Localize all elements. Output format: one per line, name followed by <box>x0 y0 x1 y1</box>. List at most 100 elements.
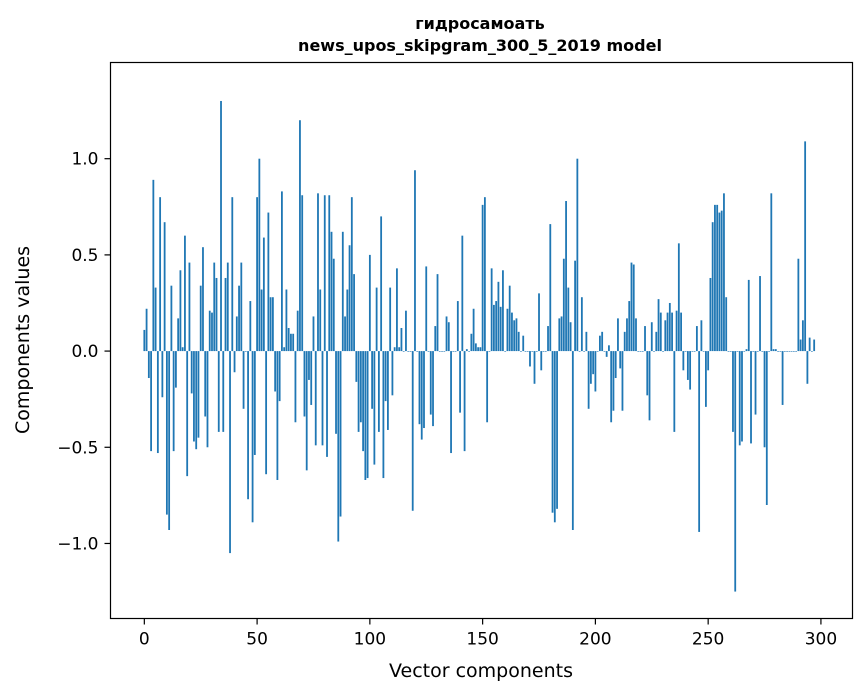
bar <box>707 351 710 371</box>
bar <box>159 197 162 352</box>
bar <box>184 235 186 352</box>
bar <box>659 312 662 352</box>
bar <box>278 351 281 402</box>
bar <box>718 212 721 352</box>
bar <box>396 268 398 352</box>
bar <box>705 351 707 407</box>
bar <box>565 201 567 352</box>
bar <box>580 297 583 352</box>
bar <box>179 270 182 352</box>
bar <box>768 351 770 352</box>
bar <box>612 351 615 411</box>
bar <box>350 197 353 352</box>
bar <box>792 351 795 352</box>
bar <box>531 351 534 352</box>
bar <box>301 195 304 352</box>
bar <box>384 351 387 402</box>
bar <box>398 347 401 352</box>
bar <box>459 351 461 413</box>
bar <box>445 316 448 352</box>
bar <box>438 351 441 352</box>
bar <box>497 281 500 352</box>
bar <box>222 351 225 432</box>
bar <box>574 260 576 352</box>
bar <box>488 351 491 352</box>
bar <box>235 316 238 352</box>
bar <box>262 237 265 352</box>
bar <box>377 351 380 432</box>
bar <box>447 322 450 352</box>
bar <box>486 351 489 423</box>
bar <box>330 231 333 352</box>
bar <box>213 262 216 352</box>
y-axis-ticks: −1.0 −0.5 0.0 0.5 1.0 <box>57 150 111 554</box>
bar <box>540 351 543 371</box>
bar <box>206 351 209 448</box>
bar <box>756 351 759 352</box>
bar <box>813 339 816 352</box>
bar <box>529 351 531 367</box>
bar <box>515 318 518 352</box>
bar <box>779 351 782 352</box>
bar <box>407 351 410 352</box>
bar <box>156 351 159 454</box>
bar <box>727 351 730 352</box>
bar <box>348 245 351 352</box>
bar <box>296 310 299 352</box>
bar <box>556 351 558 509</box>
y-tick-label: 1.0 <box>71 150 98 170</box>
bar <box>323 195 326 352</box>
bar <box>357 351 360 432</box>
bar <box>648 351 651 421</box>
bar <box>258 158 261 352</box>
bar <box>359 351 362 423</box>
bar <box>362 351 364 452</box>
bar <box>811 351 813 352</box>
bar <box>702 351 705 352</box>
bar <box>750 351 752 444</box>
bar <box>175 351 177 388</box>
bar <box>741 351 743 442</box>
bar <box>479 347 482 352</box>
bar <box>389 287 392 352</box>
bar <box>145 308 148 352</box>
bar <box>271 297 274 352</box>
bar <box>418 351 421 425</box>
bar <box>774 349 777 352</box>
bar <box>432 351 434 427</box>
bar <box>402 351 405 352</box>
bar <box>195 351 198 450</box>
bar <box>576 158 579 352</box>
bar <box>759 276 761 352</box>
bar <box>470 333 473 352</box>
bar <box>520 351 522 352</box>
bar <box>684 351 687 352</box>
bar <box>799 339 802 352</box>
bar <box>605 351 608 357</box>
bar <box>344 316 346 352</box>
bar <box>217 351 220 432</box>
bar <box>285 289 288 352</box>
bar <box>229 351 231 554</box>
bar <box>186 351 189 477</box>
bar <box>287 327 290 352</box>
bar <box>551 351 554 513</box>
chart-subtitle: news_upos_skipgram_300_5_2019 model <box>298 36 662 55</box>
bar <box>677 243 680 352</box>
bar <box>226 262 229 352</box>
bar <box>644 326 646 352</box>
bar <box>596 351 599 352</box>
bar <box>319 289 322 352</box>
bar <box>411 351 414 511</box>
bar <box>233 351 236 373</box>
bar <box>244 351 247 352</box>
bar <box>786 351 788 352</box>
bar <box>578 351 581 352</box>
bar <box>646 351 649 396</box>
x-tick-label: 200 <box>579 630 611 650</box>
bar <box>765 351 768 505</box>
bar <box>682 351 685 371</box>
bar <box>452 351 455 352</box>
bar <box>303 351 306 417</box>
